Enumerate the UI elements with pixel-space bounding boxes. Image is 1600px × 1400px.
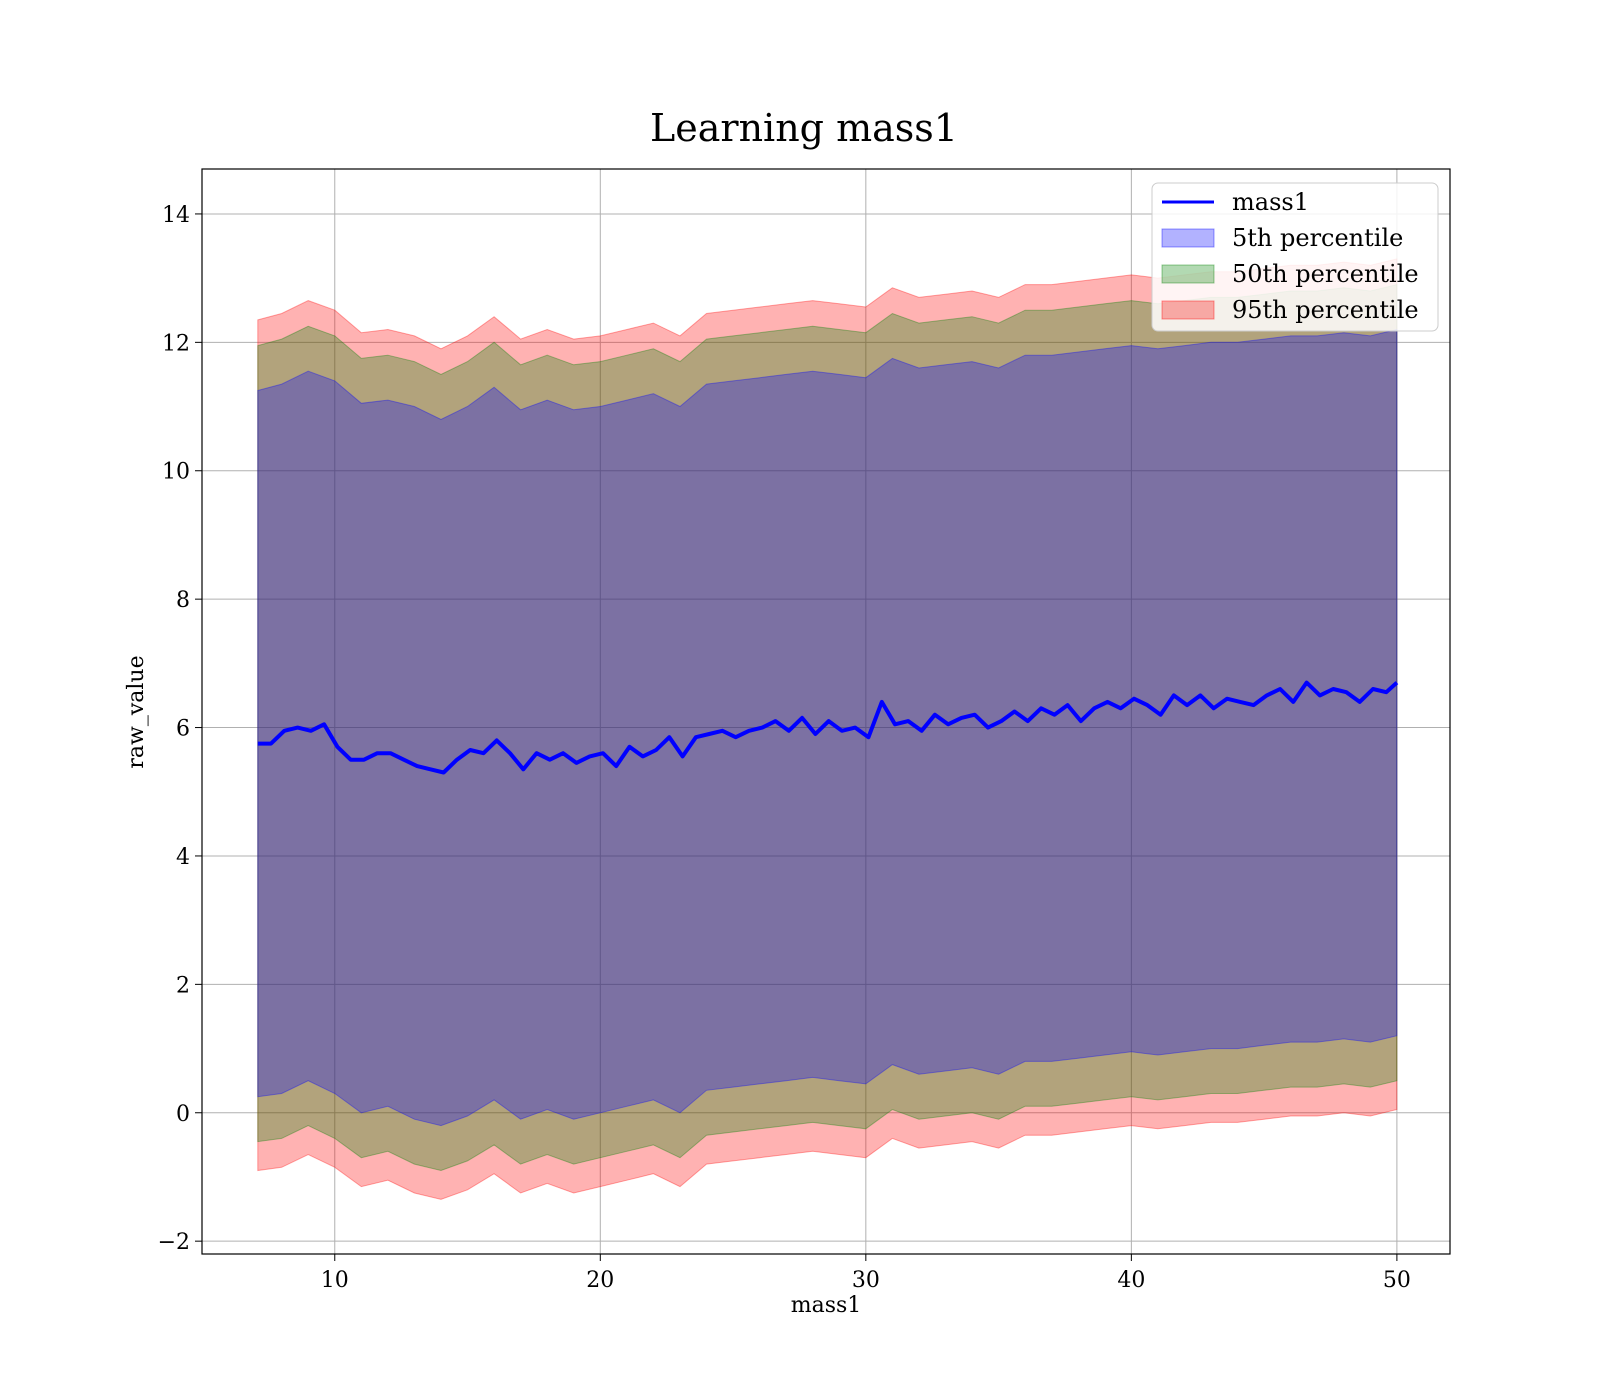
y-tick-label: 8 [176, 588, 190, 613]
legend-marker-95th-percentile [1161, 300, 1215, 320]
y-tick-label: 2 [176, 973, 190, 998]
plot-frame [201, 168, 1451, 1255]
x-tick-label: 40 [1117, 1268, 1145, 1293]
chart-title: Learning mass1 [650, 106, 958, 150]
legend-label-5th-percentile: 5th percentile [1232, 224, 1403, 252]
legend-label-50th-percentile: 50th percentile [1232, 260, 1419, 288]
band-50th-percentile [257, 283, 1398, 1172]
legend-label-mass1: mass1 [1232, 188, 1309, 216]
y-tick-label: 14 [162, 203, 190, 228]
x-tick-label: 20 [586, 1268, 614, 1293]
series-lines [257, 680, 1399, 775]
axis-ticks: 10 20 30 40 50 −2 0 2 4 6 8 10 12 14 [158, 203, 1411, 1293]
x-tick-label: 10 [321, 1268, 349, 1293]
legend-box [1151, 182, 1439, 332]
x-tick-label: 30 [852, 1268, 880, 1293]
band-5th-percentile [257, 328, 1398, 1127]
y-tick-label: 12 [162, 331, 190, 356]
band-95th-percentile [257, 258, 1398, 1200]
percentile-bands [257, 258, 1398, 1200]
y-tick-label: 10 [162, 460, 190, 485]
y-tick-label: 6 [176, 717, 190, 742]
y-tick-label: −2 [158, 1230, 190, 1255]
grid [202, 169, 1450, 1254]
x-axis-label: mass1 [791, 1293, 862, 1318]
line-mass1 [257, 680, 1399, 775]
y-tick-label: 4 [176, 845, 190, 870]
legend: mass1 5th percentile 50th percentile 95t… [1151, 182, 1439, 332]
legend-marker-50th-percentile [1161, 264, 1215, 284]
x-tick-label: 50 [1383, 1268, 1411, 1293]
legend-label-95th-percentile: 95th percentile [1232, 296, 1419, 324]
legend-marker-5th-percentile [1161, 228, 1215, 248]
y-axis-label: raw_value [124, 655, 149, 768]
y-tick-label: 0 [176, 1102, 190, 1127]
